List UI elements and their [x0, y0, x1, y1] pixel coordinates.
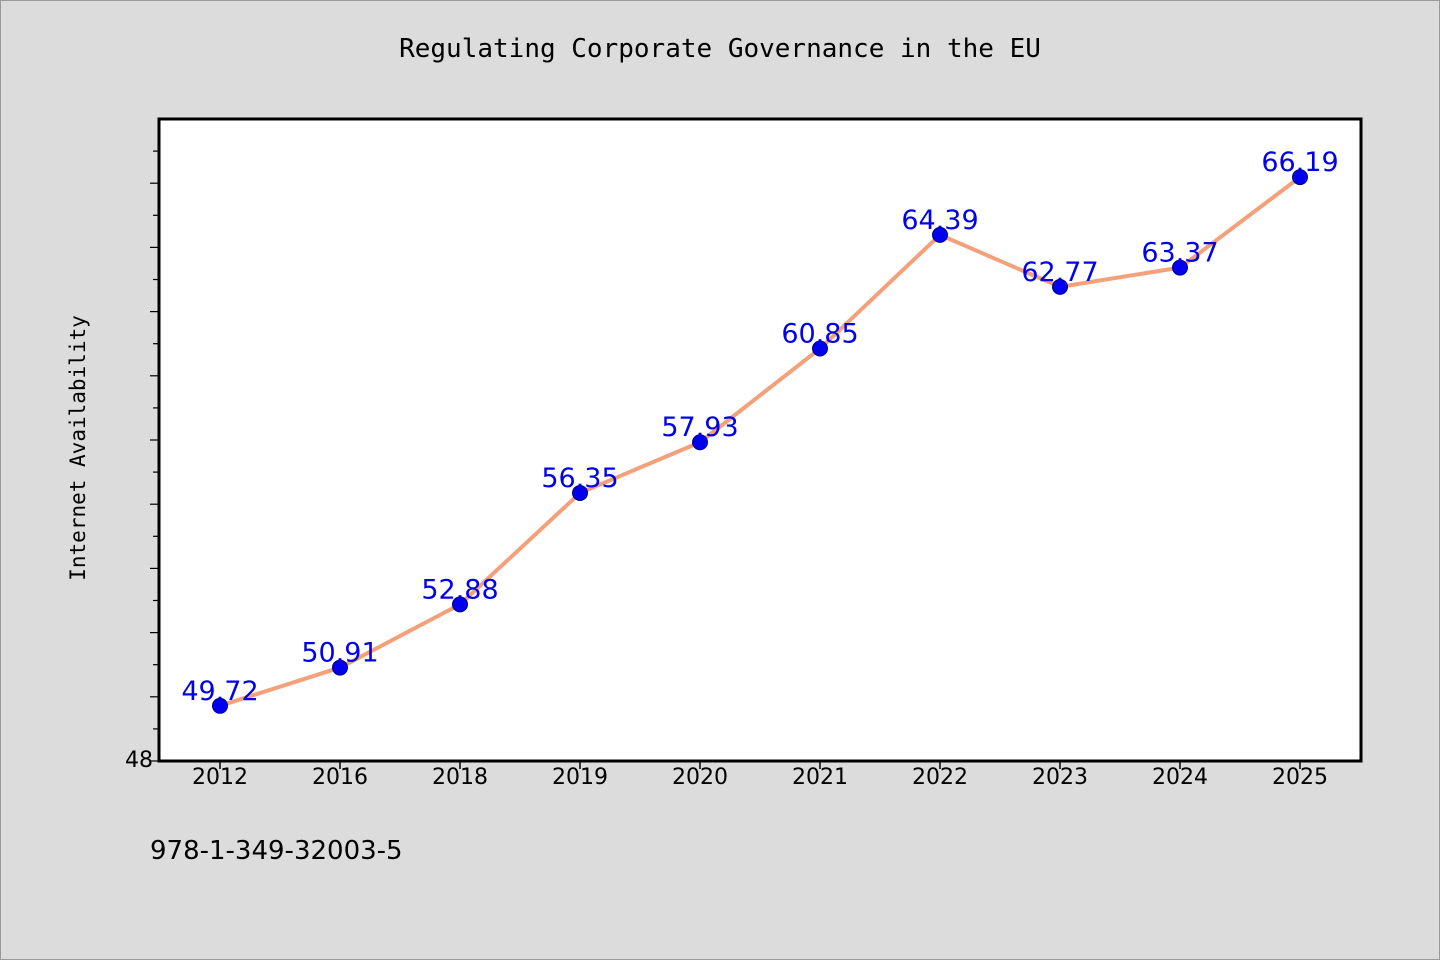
x-axis-ticks: 2012 2016 2018 2019 2020 2021 2022 2023 2024 2025 [192, 761, 1328, 790]
x-tick-label: 2024 [1152, 765, 1208, 790]
data-point [1292, 169, 1308, 186]
data-point [692, 434, 708, 451]
series-layer [218, 175, 1302, 708]
y-tick-label: 48 [125, 748, 153, 773]
x-tick-label: 2023 [1032, 765, 1088, 790]
data-point [452, 596, 468, 613]
data-label: 50.91 [301, 638, 378, 669]
data-point [1052, 278, 1068, 295]
isbn-text: 978-1-349-32003-5 [150, 836, 403, 866]
data-point [572, 484, 588, 501]
marker-layer [212, 169, 1308, 714]
data-label: 57.93 [661, 412, 738, 443]
chart-title: Regulating Corporate Governance in the E… [399, 34, 1041, 64]
data-label: 66.19 [1261, 147, 1338, 178]
x-tick-label: 2025 [1272, 765, 1328, 790]
x-tick-label: 2022 [912, 765, 968, 790]
x-tick-label: 2021 [792, 765, 848, 790]
data-point [332, 659, 348, 676]
x-tick-label: 2019 [552, 765, 608, 790]
x-tick-label: 2020 [672, 765, 728, 790]
data-point [932, 226, 948, 243]
data-point [1172, 259, 1188, 276]
y-axis-ticks: 48 [125, 150, 159, 773]
data-point [212, 697, 228, 714]
data-label: 63.37 [1141, 238, 1218, 269]
x-tick-label: 2018 [432, 765, 488, 790]
data-point [812, 340, 828, 357]
data-label: 60.85 [781, 319, 858, 350]
data-label: 49.72 [181, 676, 258, 707]
x-tick-label: 2016 [312, 765, 368, 790]
data-label-layer: 49.72 50.91 52.88 56.35 57.93 60.85 64.39 62.77… [181, 147, 1338, 707]
data-label: 56.35 [541, 463, 618, 494]
data-label: 64.39 [901, 205, 978, 236]
data-label: 62.77 [1021, 257, 1098, 288]
series-line [218, 175, 1302, 708]
plot-area [157, 117, 1363, 763]
x-tick-label: 2012 [192, 765, 248, 790]
data-label: 52.88 [421, 574, 498, 605]
